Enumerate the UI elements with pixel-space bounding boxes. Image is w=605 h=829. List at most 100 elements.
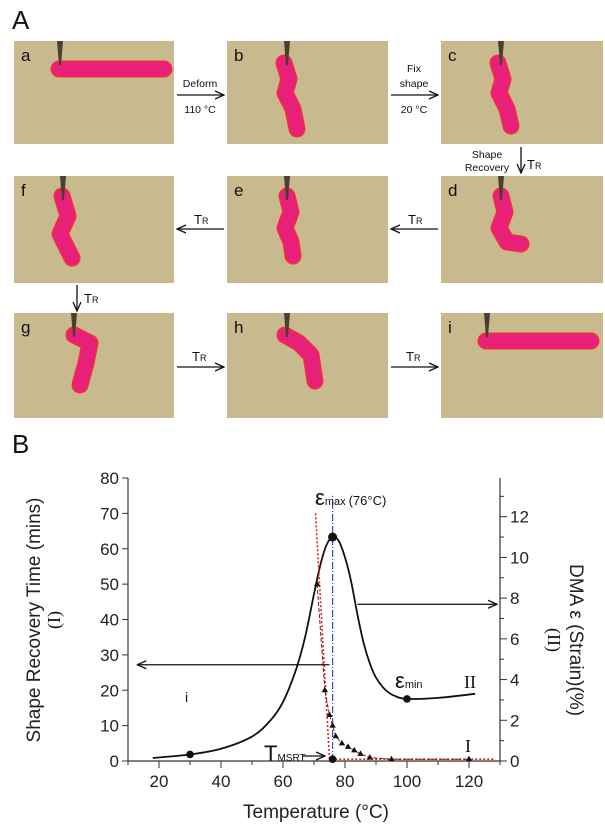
tweezers-icon — [60, 176, 66, 200]
y-left-tick-label: 30 — [100, 646, 119, 665]
tweezers-icon — [284, 176, 290, 200]
photo-panel-g: g — [14, 313, 174, 418]
photo-background — [14, 176, 174, 283]
y-right-tick-label: 2 — [510, 711, 519, 730]
y-right-tick-label: 10 — [510, 548, 529, 567]
y-left-tick-label: 60 — [100, 540, 119, 559]
y-right-tick-label: 4 — [510, 671, 519, 690]
step-label-fix: Fix — [407, 63, 422, 75]
series-i-triangle-marker — [357, 750, 364, 756]
photo-background — [441, 313, 603, 418]
photo-label: h — [234, 318, 243, 337]
photo-label: i — [448, 318, 452, 337]
step-label-tr: TR — [192, 349, 207, 364]
series-i-triangle-marker — [344, 743, 352, 749]
y-right-axis-label: DMA ε (Strain)(%) — [565, 564, 586, 716]
y-left-tick-label: 70 — [100, 504, 119, 523]
photo-panel-h: h — [227, 313, 388, 418]
chart: 20 40 60 80 100 120 0 10 20 30 40 50 60 70 80 0 2 4 6 8 10 12… — [24, 469, 586, 823]
series-i-triangle-marker — [338, 739, 346, 746]
step-label-tr: TR — [194, 212, 209, 227]
polymer-strip — [491, 56, 518, 133]
polymer-strip — [278, 189, 300, 263]
photo-panel-f: f — [14, 176, 174, 283]
photo-label: a — [21, 46, 31, 65]
tweezers-icon — [284, 313, 290, 337]
series-i-triangle-marker — [332, 732, 339, 739]
panel-b-label: B — [12, 429, 29, 459]
series-i-triangle-marker — [326, 711, 333, 718]
photo-panel-d: d — [441, 176, 603, 283]
photo-panel-e: e — [227, 176, 388, 283]
series-i-triangle-marker — [366, 753, 373, 760]
axes: 20 40 60 80 100 120 0 10 20 30 40 50 60 70 80 0 2 4 6 8 10 12 — [100, 469, 529, 791]
point-max76c — [328, 532, 338, 542]
step-label-20c: 20 °C — [401, 104, 428, 116]
y-right-axis-sublabel: (II) — [543, 628, 564, 652]
polymer-strip — [277, 56, 304, 136]
y-left-axis-sublabel: (I) — [44, 611, 65, 629]
step-label-tr: TR — [84, 291, 99, 306]
point-i — [186, 750, 194, 759]
x-axis-label: Temperature (°C) — [243, 802, 389, 823]
step-label-recovery: Recovery — [465, 162, 510, 174]
photo-label: b — [234, 46, 243, 65]
y-left-tick-label: 50 — [100, 575, 119, 594]
photo-background — [227, 41, 388, 144]
y-left-tick-label: 80 — [100, 469, 119, 488]
photo-background — [227, 176, 388, 283]
photo-label: d — [448, 181, 457, 200]
polymer-strip — [492, 189, 528, 251]
step-label-deform: Deform — [183, 78, 218, 90]
annotation-tmsrt: TMSRT — [264, 741, 306, 766]
step-label-tr: TR — [406, 349, 421, 364]
photo-label: e — [234, 181, 243, 200]
y-right-tick-label: 12 — [510, 508, 529, 527]
series-i-recovery-time-line — [316, 584, 469, 760]
photo-background — [14, 41, 174, 144]
y-right-tick-label: 0 — [510, 752, 519, 771]
tweezers-icon — [498, 41, 504, 65]
x-tick-label: 40 — [212, 772, 231, 791]
step-arrows: Deform 110 °C Fix shape 20 °C Shape Reco… — [77, 63, 542, 367]
x-tick-label: 20 — [150, 772, 169, 791]
y-left-tick-label: 0 — [110, 752, 119, 771]
panel-a-label: A — [12, 5, 30, 35]
tweezers-icon — [284, 41, 290, 65]
photo-background — [441, 176, 603, 283]
step-label-shape: shape — [400, 78, 429, 90]
photo-label: f — [21, 181, 26, 200]
annotation-emin: εmin — [395, 668, 423, 693]
polymer-strip — [67, 328, 97, 392]
tweezers-icon — [71, 313, 77, 337]
step-label-tr: TR — [527, 157, 542, 172]
point-tmsrt — [328, 755, 337, 764]
y-left-tick-label: 10 — [100, 717, 119, 736]
series-i-triangle-marker — [388, 755, 395, 762]
x-tick-label: 100 — [393, 772, 421, 791]
photo-background — [441, 41, 603, 144]
x-tick-label: 120 — [455, 772, 483, 791]
photo-label: g — [21, 318, 30, 337]
y-left-tick-label: 40 — [100, 611, 119, 630]
step-label-110c: 110 °C — [184, 104, 216, 116]
chart-marks — [137, 495, 497, 764]
curve-label-i: I — [465, 736, 471, 756]
series-i-triangle-marker — [321, 686, 329, 693]
x-tick-label: 60 — [274, 772, 293, 791]
photo-grid: a b c d e f g h i — [14, 41, 603, 418]
polymer-strip — [53, 189, 79, 265]
photo-panel-i: i — [441, 313, 603, 418]
series-i-triangle-marker — [351, 746, 358, 753]
photo-label: c — [448, 46, 457, 65]
tweezers-icon — [57, 41, 63, 65]
y-left-axis-label: Shape Recovery Time (mins) — [24, 498, 45, 743]
photo-panel-a: a — [14, 41, 174, 144]
y-left-tick-label: 20 — [100, 681, 119, 700]
y-right-tick-label: 6 — [510, 630, 519, 649]
curve-label-ii: II — [464, 672, 476, 692]
annotation-emax: εmax (76°C) — [315, 485, 386, 510]
step-label-shape2: Shape — [472, 149, 503, 161]
series-ii-dma-strain-line — [152, 535, 476, 759]
